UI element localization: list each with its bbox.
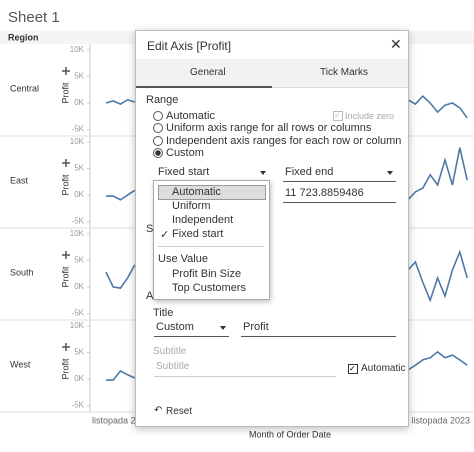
checkbox[interactable]: ✓ [348, 364, 358, 374]
y-tick-label: 10K [70, 321, 85, 330]
line-series [105, 264, 136, 289]
checkbox-disabled[interactable]: ✓ [333, 111, 343, 121]
section-heading: Range [146, 94, 179, 106]
y-tick-label: -5K [72, 217, 85, 226]
checkbox-label: Automatic [361, 363, 406, 374]
field-icon [62, 251, 70, 259]
radio-label: Automatic [166, 110, 215, 122]
input-value: Profit [243, 321, 269, 333]
tab[interactable]: Tick Marks [320, 67, 368, 78]
y-axis-label: Profit [60, 174, 70, 196]
line-series [407, 350, 468, 371]
y-tick-label: 0K [74, 190, 84, 199]
dialog-title: Edit Axis [Profit] [147, 39, 232, 53]
radio-label: Independent axis ranges for each row or … [166, 135, 402, 147]
y-axis-label: Profit [60, 266, 70, 288]
y-tick-label: 10K [70, 45, 85, 54]
x-axis-title: Month of Order Date [249, 429, 331, 439]
sheet-title: Sheet 1 [8, 9, 60, 26]
field-label: Title [153, 307, 174, 319]
reset-button[interactable]: Reset [166, 406, 193, 417]
y-tick-label: 5K [74, 348, 84, 357]
radio[interactable] [153, 123, 163, 133]
row-label: Central [10, 83, 39, 93]
line-series [105, 98, 136, 105]
dropdown-value: Fixed end [285, 166, 334, 178]
radio-label: Uniform axis range for all rows or colum… [166, 122, 372, 134]
field-icon [62, 159, 70, 167]
y-tick-label: 5K [74, 72, 84, 81]
x-start-label: listopada 202 [92, 415, 146, 425]
line-series [106, 189, 136, 201]
dropdown[interactable]: Custom [154, 320, 229, 337]
text-input[interactable]: Subtitle [154, 360, 336, 377]
tab[interactable]: General [190, 67, 226, 78]
line-series [407, 249, 468, 303]
close-button[interactable]: ✕ [390, 36, 402, 52]
input-value: 11 723.8859486 [285, 187, 364, 199]
menu-item[interactable]: Uniform [172, 200, 211, 212]
tab-bar [136, 59, 408, 88]
row-label: East [10, 175, 29, 185]
menu-separator [158, 246, 264, 247]
field-icon [62, 67, 70, 75]
menu-item[interactable]: Top Customers [172, 282, 246, 294]
dialog: Edit Axis [Profit] ✕ General Tick Marks … [135, 30, 409, 427]
y-tick-label: -5K [72, 125, 85, 134]
field-icon [62, 343, 70, 351]
menu-highlight [158, 185, 266, 200]
menu-group-heading: Use Value [158, 253, 208, 265]
y-tick-label: 10K [70, 229, 85, 238]
x-end-label: listopada 2023 [411, 415, 470, 425]
y-tick-label: 0K [74, 282, 84, 291]
radio[interactable] [153, 136, 163, 146]
y-axis-label: Profit [60, 358, 70, 380]
radio-selected[interactable] [153, 148, 163, 158]
tab-underline [136, 86, 272, 88]
radio-label: Custom [166, 147, 204, 159]
text-input[interactable]: Profit [241, 320, 396, 337]
y-tick-label: 10K [70, 137, 85, 146]
y-tick-label: -5K [72, 401, 85, 410]
checkbox-label: Include zero [345, 111, 395, 121]
input-placeholder: Subtitle [156, 361, 190, 372]
menu-item[interactable]: Profit Bin Size [172, 268, 242, 280]
reset-icon[interactable]: ↶ [154, 405, 163, 416]
line-series [407, 94, 468, 119]
y-tick-label: -5K [72, 309, 85, 318]
row-label: South [10, 267, 34, 277]
row-label: West [10, 359, 31, 369]
dropdown-value: Custom [156, 321, 194, 333]
y-tick-label: 0K [74, 374, 84, 383]
dropdown[interactable]: Fixed end [283, 165, 396, 182]
text-input[interactable]: 11 723.8859486 [283, 186, 396, 203]
y-tick-label: 0K [74, 98, 84, 107]
menu-item[interactable]: Fixed start [172, 228, 224, 240]
y-tick-label: 5K [74, 256, 84, 265]
y-tick-label: 5K [74, 164, 84, 173]
row-header: Region [8, 32, 39, 42]
check-icon: ✓ [160, 229, 170, 241]
dropdown-value: Fixed start [158, 166, 210, 178]
field-label: Subtitle [153, 346, 187, 357]
line-series [106, 370, 136, 381]
menu-item[interactable]: Independent [172, 214, 234, 226]
y-axis-label: Profit [60, 82, 70, 104]
dropdown-menu: Automatic Uniform Independent ✓ Fixed st… [153, 180, 270, 300]
radio[interactable] [153, 111, 163, 121]
line-series [407, 147, 468, 201]
menu-item[interactable]: Automatic [172, 186, 221, 198]
